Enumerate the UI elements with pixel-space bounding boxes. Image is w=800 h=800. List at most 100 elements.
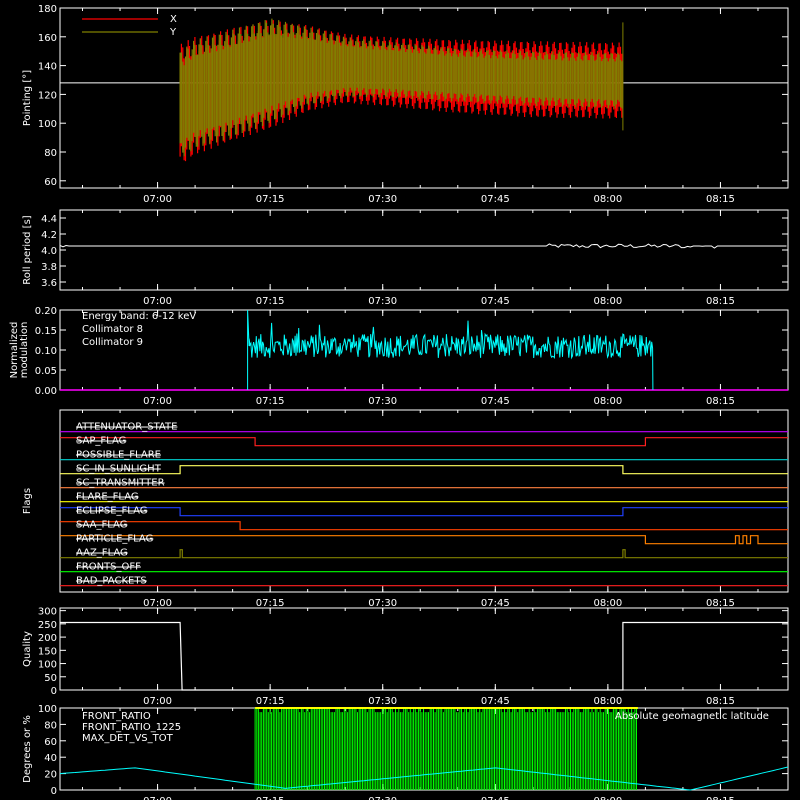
x-tick-label: 08:00 bbox=[593, 396, 622, 407]
y-tick-label: 0.20 bbox=[35, 306, 57, 317]
geomagnetic-latitude-label: Absolute geomagnetic latitude bbox=[615, 711, 769, 722]
flag-label-saa-flag: SAA_FLAG bbox=[76, 520, 127, 531]
y-tick-label: 120 bbox=[38, 90, 57, 101]
y-tick-label: 4.0 bbox=[41, 246, 57, 257]
x-tick-label: 08:00 bbox=[593, 194, 622, 205]
y-tick-label: 150 bbox=[38, 646, 57, 657]
y-tick-label: 100 bbox=[38, 119, 57, 130]
x-tick-label: 08:15 bbox=[706, 696, 735, 707]
x-tick-label: 07:00 bbox=[143, 296, 172, 307]
x-tick-label: 08:15 bbox=[706, 396, 735, 407]
x-tick-label: 07:45 bbox=[481, 396, 510, 407]
series-roll-period-line bbox=[59, 243, 787, 249]
y-tick-label: 20 bbox=[44, 770, 57, 781]
y-axis-label: Flags bbox=[22, 488, 33, 514]
y-tick-label: 60 bbox=[44, 737, 57, 748]
flag-label-sc-in-sunlight: SC_IN_SUNLIGHT bbox=[76, 464, 162, 475]
x-tick-label: 07:30 bbox=[368, 796, 397, 800]
y-tick-label: 300 bbox=[38, 607, 57, 618]
flag-line-particle-flag bbox=[60, 535, 788, 545]
series-front-ratio-1225-line bbox=[254, 708, 637, 790]
flag-label-possible-flare: POSSIBLE_FLARE bbox=[76, 450, 161, 461]
x-tick-label: 07:15 bbox=[256, 296, 285, 307]
legend-label-front-ratio: FRONT_RATIO bbox=[82, 711, 151, 722]
flag-line-saa-flag bbox=[60, 521, 788, 531]
x-tick-label: 07:45 bbox=[481, 296, 510, 307]
y-axis-label: Roll period [s] bbox=[22, 215, 33, 284]
x-tick-label: 07:15 bbox=[256, 194, 285, 205]
x-tick-label: 08:15 bbox=[706, 296, 735, 307]
panel-frame-3 bbox=[59, 309, 789, 391]
energy-band-label: Energy band: 6-12 keV bbox=[82, 311, 196, 322]
y-tick-label: 0 bbox=[51, 786, 57, 797]
y-axis-label: Pointing [°] bbox=[22, 70, 33, 126]
panel-frame-4 bbox=[59, 409, 789, 593]
flag-label-eclipse-flag: ECLIPSE_FLAG bbox=[76, 506, 147, 517]
x-tick-label: 07:30 bbox=[368, 696, 397, 707]
x-tick-label: 07:00 bbox=[143, 396, 172, 407]
flag-label-attenuator-state: ATTENUATOR_STATE bbox=[76, 422, 177, 433]
series-quality-line bbox=[60, 621, 788, 691]
y-axis-label: Normalized bbox=[9, 322, 20, 379]
x-tick-label: 07:30 bbox=[368, 598, 397, 609]
y-tick-label: 3.8 bbox=[41, 262, 57, 273]
y-tick-label: 80 bbox=[44, 148, 57, 159]
series-geomagnetic-latitude-line bbox=[59, 766, 789, 791]
y-tick-label: 0 bbox=[51, 686, 57, 697]
flag-label-particle-flag: PARTICLE_FLAG bbox=[76, 534, 153, 545]
y-tick-label: 140 bbox=[38, 62, 57, 73]
flag-label-bad-packets: BAD_PACKETS bbox=[76, 576, 147, 587]
y-tick-label: 160 bbox=[38, 33, 57, 44]
y-tick-label: 200 bbox=[38, 633, 57, 644]
x-tick-label: 08:15 bbox=[706, 194, 735, 205]
x-tick-label: 07:00 bbox=[143, 598, 172, 609]
y-tick-label: 100 bbox=[38, 660, 57, 671]
x-tick-label: 08:00 bbox=[593, 598, 622, 609]
flag-label-flare-flag: FLARE_FLAG bbox=[76, 492, 139, 503]
y-axis-label: Degrees or % bbox=[22, 715, 33, 783]
x-tick-label: 07:15 bbox=[256, 796, 285, 800]
y-tick-label: 50 bbox=[44, 673, 57, 684]
x-tick-label: 07:15 bbox=[256, 598, 285, 609]
legend-label-collimator-8: Collimator 8 bbox=[82, 324, 143, 335]
flag-label-aaz-flag: AAZ_FLAG bbox=[76, 548, 128, 559]
flag-line-sc-in-sunlight bbox=[60, 465, 788, 475]
x-tick-label: 07:30 bbox=[368, 396, 397, 407]
flag-label-fronts-off: FRONTS_OFF bbox=[76, 562, 141, 573]
x-tick-label: 07:45 bbox=[481, 696, 510, 707]
y-tick-label: 4.2 bbox=[41, 230, 57, 241]
x-tick-label: 07:00 bbox=[143, 194, 172, 205]
panel-frame-5 bbox=[59, 607, 789, 691]
y-axis-label: Quality bbox=[22, 631, 33, 667]
flag-line-aaz-flag bbox=[60, 549, 788, 559]
legend-label-max-det-vs-tot: MAX_DET_VS_TOT bbox=[82, 733, 174, 744]
y-tick-label: 250 bbox=[38, 620, 57, 631]
y-tick-label: 3.6 bbox=[41, 278, 57, 289]
x-tick-label: 07:00 bbox=[143, 796, 172, 800]
y-tick-label: 40 bbox=[44, 753, 57, 764]
flag-label-sc-transmitter: SC_TRANSMITTER bbox=[76, 478, 165, 489]
x-tick-label: 08:15 bbox=[706, 796, 735, 800]
x-tick-label: 07:45 bbox=[481, 796, 510, 800]
x-tick-label: 08:00 bbox=[593, 696, 622, 707]
legend-label-collimator-9: Collimator 9 bbox=[82, 337, 143, 348]
x-tick-label: 07:45 bbox=[481, 598, 510, 609]
x-tick-label: 07:30 bbox=[368, 296, 397, 307]
x-tick-label: 07:45 bbox=[481, 194, 510, 205]
y-tick-label: 180 bbox=[38, 4, 57, 15]
flag-label-sap-flag: SAP_FLAG bbox=[76, 436, 126, 447]
legend-label-front-ratio-1225: FRONT_RATIO_1225 bbox=[82, 722, 181, 733]
y-tick-label: 100 bbox=[38, 704, 57, 715]
y-tick-label: 0.00 bbox=[35, 386, 57, 397]
x-tick-label: 08:00 bbox=[593, 796, 622, 800]
series-collimator-8-line bbox=[247, 309, 654, 391]
x-tick-label: 08:15 bbox=[706, 598, 735, 609]
y-tick-label: 0.05 bbox=[35, 366, 57, 377]
y-tick-label: 80 bbox=[44, 720, 57, 731]
y-tick-label: 0.10 bbox=[35, 346, 57, 357]
x-tick-label: 07:30 bbox=[368, 194, 397, 205]
y-tick-label: 60 bbox=[44, 177, 57, 188]
legend-label-y: Y bbox=[169, 27, 177, 38]
x-tick-label: 08:00 bbox=[593, 296, 622, 307]
